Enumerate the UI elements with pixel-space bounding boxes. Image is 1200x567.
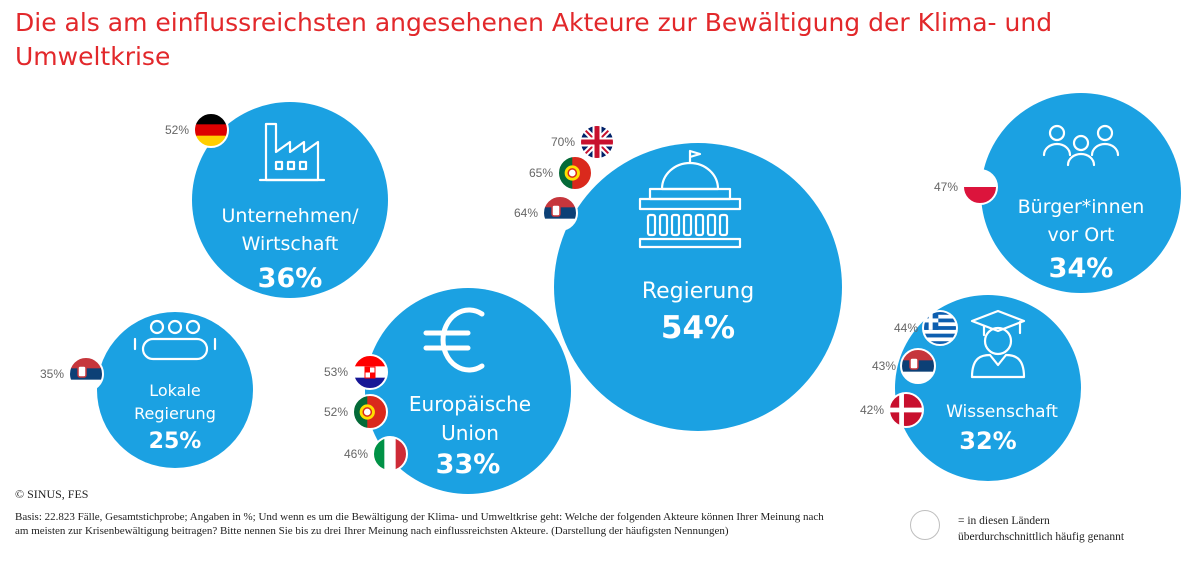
country-value-italy: 46% — [344, 447, 368, 461]
bubble-label-regierung: Regierung — [642, 279, 754, 304]
bubble-value-wissenschaft: 32% — [959, 427, 1016, 455]
bubble-label-wissenschaft: Wissenschaft — [946, 402, 1058, 422]
bubble-label-unternehmen: Unternehmen/ — [222, 205, 360, 227]
legend-line-1: = in diesen Ländern — [958, 515, 1050, 527]
portugal-flag-ring — [557, 155, 593, 191]
bubble-label-lokal: Regierung — [134, 404, 216, 423]
graduate-icon — [970, 309, 1026, 379]
germany-flag — [194, 113, 228, 147]
bubble-value-eu: 33% — [436, 449, 501, 480]
bubble-circle-unternehmen — [192, 102, 388, 298]
serbia-flag — [543, 196, 577, 230]
bubble-value-regierung: 54% — [661, 310, 735, 346]
croatia-flag-ring — [352, 354, 388, 390]
bubble-label-buerger: Bürger*innen — [1018, 196, 1145, 218]
euro-icon — [423, 307, 485, 373]
country-value-portugal: 52% — [324, 405, 348, 419]
denmark-flag-ring — [888, 392, 924, 428]
serbia-flag-ring — [900, 348, 936, 384]
bubble-label-eu: Europäische — [409, 392, 531, 416]
country-value-serbia: 64% — [514, 206, 538, 220]
bubble-label-eu: Union — [441, 421, 499, 445]
country-value-portugal: 65% — [529, 166, 553, 180]
italy-flag — [373, 437, 407, 471]
serbia-flag-ring — [542, 195, 578, 231]
basis-note: Basis: 22.823 Fälle, Gesamtstichprobe; A… — [15, 511, 824, 537]
poland-flag — [963, 170, 997, 204]
bubble-lokal — [97, 312, 253, 468]
government-building-icon — [638, 149, 742, 249]
country-value-poland: 47% — [934, 180, 958, 194]
bubble-label-buerger: vor Ort — [1048, 224, 1115, 246]
bubble-unternehmen — [192, 102, 388, 298]
bubble-circle-lokal — [97, 312, 253, 468]
serbia-flag — [901, 349, 935, 383]
bubble-value-unternehmen: 36% — [258, 263, 323, 294]
bubble-regierung — [554, 143, 842, 431]
bubble-label-unternehmen: Wirtschaft — [242, 233, 339, 255]
germany-flag-ring — [193, 112, 229, 148]
legend-text: = in diesen Ländern überdurchschnittlich… — [958, 513, 1124, 545]
legend: = in diesen Ländern überdurchschnittlich… — [910, 510, 1195, 550]
country-value-united-kingdom: 70% — [551, 135, 575, 149]
croatia-flag — [353, 355, 387, 389]
poland-flag-ring — [962, 169, 998, 205]
country-value-denmark: 42% — [860, 403, 884, 417]
bubble-buerger — [981, 93, 1181, 293]
country-value-croatia: 53% — [324, 365, 348, 379]
serbia-flag — [69, 357, 103, 391]
meeting-table-icon — [133, 319, 217, 361]
legend-line-2: überdurchschnittlich häufig genannt — [958, 531, 1125, 543]
bubble-eu — [365, 288, 571, 494]
chart-title: Die als am einflussreichsten angesehenen… — [15, 8, 1053, 71]
bubble-label-lokal: Lokale — [149, 381, 201, 400]
greece-flag — [923, 311, 957, 345]
bubble-circle-eu — [365, 288, 571, 494]
legend-marker — [910, 510, 940, 540]
copyright-note: © SINUS, FES — [15, 487, 89, 501]
greece-flag-ring — [922, 310, 958, 346]
country-value-germany: 52% — [165, 123, 189, 137]
italy-flag-ring — [372, 436, 408, 472]
country-value-greece: 44% — [894, 321, 918, 335]
portugal-flag-ring — [352, 394, 388, 430]
bubble-value-buerger: 34% — [1049, 253, 1114, 284]
country-value-serbia: 35% — [40, 367, 64, 381]
serbia-flag-ring — [68, 356, 104, 392]
bubble-circle-regierung — [554, 143, 842, 431]
united-kingdom-flag-ring — [579, 124, 615, 160]
factory-icon — [258, 122, 326, 182]
bubble-value-lokal: 25% — [149, 429, 202, 454]
country-value-serbia: 43% — [872, 359, 896, 373]
people-group-icon — [1042, 124, 1120, 167]
bubble-circle-buerger — [981, 93, 1181, 293]
